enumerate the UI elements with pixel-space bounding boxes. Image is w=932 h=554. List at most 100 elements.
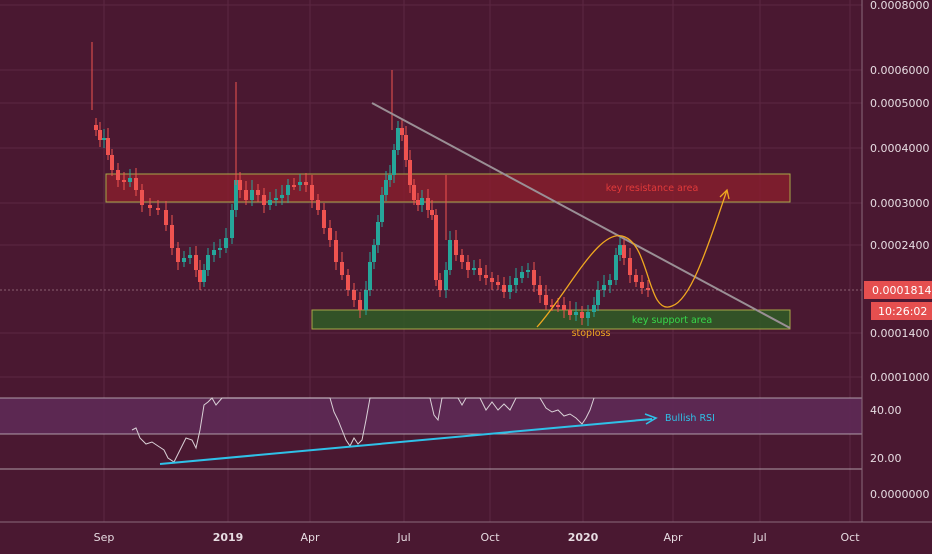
candle-body [170, 225, 174, 248]
candle-body [508, 285, 512, 292]
price-axis[interactable]: 0.0008000 0.0006000 0.0005000 0.0004000 0.00… [870, 0, 930, 501]
time-axis[interactable]: Sep 2019 Apr Jul Oct 2020 Apr Jul Oct [94, 531, 861, 544]
candle-body [250, 190, 254, 200]
support-label: key support area [632, 315, 712, 326]
candles [91, 42, 650, 326]
rsi-arrowhead [644, 413, 658, 425]
candle-body [520, 272, 524, 278]
rsi-tick-label: 40.00 [870, 404, 902, 417]
candle-body [496, 282, 500, 285]
candle-body [416, 200, 420, 205]
candle-body [532, 270, 536, 285]
countdown-badge [871, 302, 932, 320]
resistance-label: key resistance area [606, 183, 699, 194]
candle-body [292, 185, 296, 187]
candle-body [628, 258, 632, 275]
price-tick-label: 0.0005000 [870, 97, 930, 110]
candle-body [182, 258, 186, 262]
candle-body [202, 270, 206, 282]
price-tick-label: 0.0008000 [870, 0, 930, 12]
candle-body [602, 285, 606, 290]
candle-body [646, 288, 650, 290]
resistance-zone [105, 173, 791, 203]
candle-body [230, 210, 234, 238]
price-tick-label: 0.0003000 [870, 197, 930, 210]
candle-body [340, 262, 344, 275]
candle-body [466, 262, 470, 270]
candle-body [148, 205, 152, 208]
current-price-value: 0.0001814 [872, 284, 932, 297]
candle-body [556, 305, 560, 307]
price-tick-label: 0.0002400 [870, 239, 930, 252]
candle-body [134, 178, 138, 190]
support-zone [311, 309, 791, 330]
candle-body [268, 200, 272, 205]
candle-body [490, 278, 494, 282]
candle-body [198, 270, 202, 282]
candle-body [238, 180, 242, 190]
price-tick-label: 0.0001000 [870, 371, 930, 384]
candle-body [430, 210, 434, 215]
candle-body [244, 190, 248, 200]
rsi-trendline [159, 418, 653, 465]
price-tick-label: 0.0001400 [870, 327, 930, 340]
candle-body [280, 195, 284, 198]
candle-body [544, 295, 548, 305]
candle-body [334, 240, 338, 262]
candle-body [622, 245, 626, 258]
rsi-tick-label: 20.00 [870, 452, 902, 465]
candle-body [444, 270, 448, 290]
candle-body [234, 180, 238, 210]
candle-body [224, 238, 228, 248]
candle-body [274, 198, 278, 200]
time-tick-label: Oct [840, 531, 860, 544]
candle-body [372, 245, 376, 262]
candle-body [188, 255, 192, 258]
candle-body [106, 138, 110, 155]
candle-body [368, 262, 372, 290]
candle-body [262, 195, 266, 205]
candle-body [310, 185, 314, 200]
stoploss-label: stoploss [572, 328, 611, 339]
candle-body [304, 182, 308, 185]
current-price-badge [864, 281, 932, 299]
candle-body [420, 198, 424, 205]
candle-body [574, 312, 578, 315]
candle-body [396, 128, 400, 150]
candle-body [592, 305, 596, 312]
time-tick-label: Sep [94, 531, 115, 544]
candle-body [502, 285, 506, 292]
rsi-label: Bullish RSI [665, 413, 715, 424]
candle-body [176, 248, 180, 262]
candle-body [408, 160, 412, 185]
candle-body [156, 208, 160, 210]
time-tick-label: Apr [663, 531, 683, 544]
candle-body [384, 180, 388, 195]
candle-body [328, 228, 332, 240]
candle-body [218, 248, 222, 250]
candle-body [116, 170, 120, 180]
lower-tick-label: 0.0000000 [870, 488, 930, 501]
candle-body [460, 255, 464, 262]
candle-body [128, 178, 132, 182]
rsi-line [131, 397, 595, 463]
candle-body [514, 278, 518, 285]
candle-body [102, 138, 106, 140]
candle-body [388, 175, 392, 180]
candle-body [286, 185, 290, 195]
countdown-value: 10:26:02 [878, 305, 927, 318]
time-tick-label: Jul [396, 531, 410, 544]
candle-body [550, 305, 554, 307]
candle-body [438, 280, 442, 290]
candle-body [640, 282, 644, 288]
candle-body [206, 255, 210, 270]
candle-body [614, 255, 618, 280]
time-tick-label: 2019 [213, 531, 244, 544]
candle-body [316, 200, 320, 210]
candle-body [110, 155, 114, 170]
time-tick-label: Jul [752, 531, 766, 544]
candle-body [400, 128, 404, 135]
